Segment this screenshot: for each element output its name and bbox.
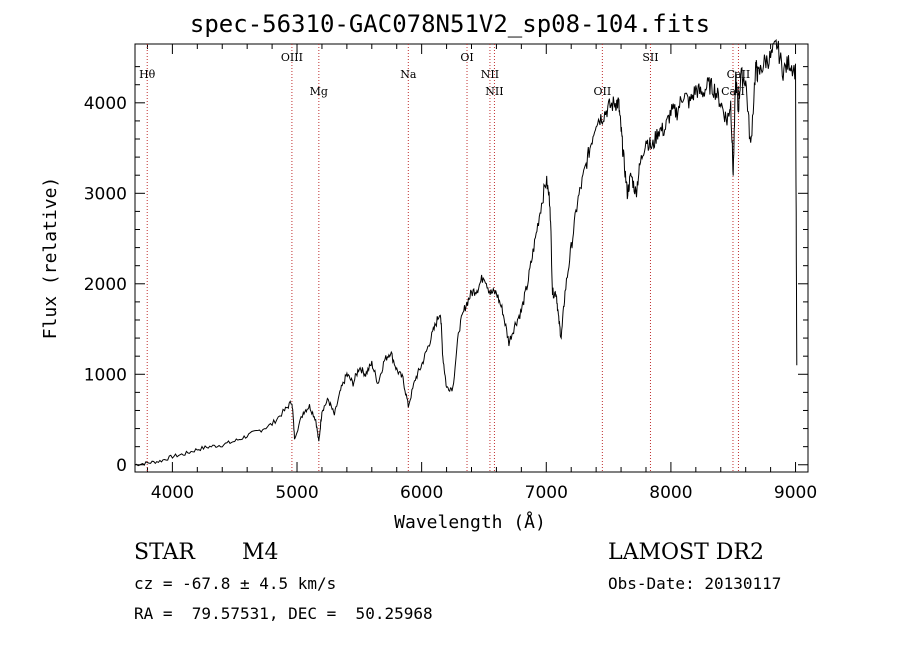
- spectral-line-label: CaII: [727, 68, 751, 81]
- obs-date: Obs-Date: 20130117: [608, 574, 782, 593]
- object-class: STAR: [134, 540, 195, 565]
- axes: 4000 5000 6000 7000 8000 9000 0 1000 2000 3000 400…: [84, 43, 817, 503]
- y-tick-label: 0: [116, 456, 127, 476]
- spectral-line-label: OII: [594, 85, 612, 98]
- spectral-line-label: Hθ: [139, 68, 156, 81]
- x-tick-label: 6000: [400, 483, 443, 503]
- y-axis-label: Flux (relative): [40, 177, 61, 340]
- x-axis-label: Wavelength (Å): [394, 511, 546, 533]
- redshift-info: cz = -67.8 ± 4.5 km/s: [134, 574, 337, 593]
- spectral-line-label: NII: [481, 68, 499, 81]
- plot-frame: [134, 43, 809, 473]
- emission-line-markers: Hθ OIII Mg Na OI NII NII OII SII CaII CaII: [139, 44, 750, 472]
- x-tick-label: 5000: [275, 483, 318, 503]
- x-tick-label: 4000: [151, 483, 194, 503]
- y-tick-label: 1000: [84, 365, 127, 385]
- object-subclass: M4: [242, 540, 279, 565]
- coordinates: RA = 79.57531, DEC = 50.25968: [134, 604, 433, 623]
- spectral-line-label: OIII: [281, 51, 303, 64]
- spectral-line-label: Na: [400, 68, 417, 81]
- spectrum-series: [134, 38, 798, 467]
- spectral-line-label: OI: [460, 51, 473, 64]
- spectral-line-label: NII: [485, 85, 503, 98]
- survey-label: LAMOST DR2: [608, 540, 764, 565]
- spectral-line-label: Mg: [310, 85, 328, 98]
- y-tick-label: 2000: [84, 275, 127, 295]
- spectral-line-label: SII: [642, 51, 658, 64]
- x-tick-label: 8000: [649, 483, 692, 503]
- chart-title: spec-56310-GAC078N51V2_sp08-104.fits: [189, 10, 711, 38]
- spectral-line-label: CaII: [721, 85, 745, 98]
- y-tick-label: 3000: [84, 184, 127, 204]
- spectrum: [134, 38, 798, 467]
- x-tick-label: 7000: [525, 483, 568, 503]
- x-tick-label: 9000: [774, 483, 817, 503]
- y-tick-label: 4000: [84, 94, 127, 114]
